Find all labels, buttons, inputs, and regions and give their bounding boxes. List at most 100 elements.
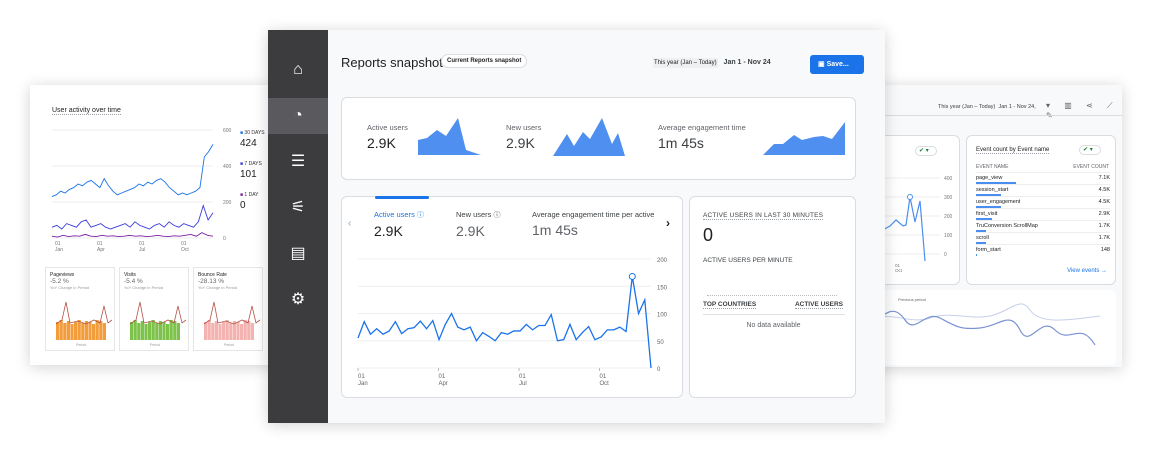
date-label: This year (Jan – Today) xyxy=(653,58,718,68)
user-activity-title: User activity over time xyxy=(52,107,121,115)
legend-label: 30 DAYS xyxy=(244,130,265,136)
kpi-bar xyxy=(222,322,226,340)
x-tick-label: 01 xyxy=(895,263,901,268)
y-tick-label: 100 xyxy=(944,233,953,239)
sidebar-item-admin[interactable]: ⚙ xyxy=(268,282,328,318)
kpi-bar xyxy=(214,321,218,340)
next-metric-button[interactable]: › xyxy=(666,216,670,230)
x-tick-label: Jul xyxy=(519,381,527,387)
sidebar-item-advertising[interactable]: ⚟ xyxy=(268,190,328,226)
date-range: Jan 1 - Nov 24 xyxy=(723,59,771,66)
active-users-chart-card: ‹ › Active users ⓘ 2.9K New users ⓘ 2.9K Ave… xyxy=(341,196,683,398)
admin-icon: ⚙ xyxy=(290,291,306,308)
event-row[interactable]: page_view 7.1K xyxy=(976,172,1110,184)
legend-swatch: ■ xyxy=(240,192,244,198)
event-count: 1.7K xyxy=(1098,223,1110,229)
kpi-axis-label: Period xyxy=(76,343,87,347)
kpi-card[interactable]: Visits -5.4 % YoY Change in Period Perio… xyxy=(119,267,189,351)
event-row[interactable]: session_start 4.5K xyxy=(976,184,1110,196)
compare-toggle[interactable]: ✔ ▾ xyxy=(1079,145,1101,155)
event-row[interactable]: form_start 148 xyxy=(976,244,1110,256)
kpi-bar xyxy=(236,322,240,340)
event-row[interactable]: user_engagement 4.5K xyxy=(976,196,1110,208)
kpi-card[interactable]: Bounce Rate -28.13 % YoY Change in Perio… xyxy=(193,267,263,351)
series-line-0 xyxy=(51,144,214,198)
kpi-card[interactable]: Pageviews -5.2 % YoY Change in Period Pe… xyxy=(45,267,115,351)
event-row[interactable]: first_visit 2.9K xyxy=(976,208,1110,220)
kpi-title: Pageviews xyxy=(50,272,75,278)
event-name: form_start xyxy=(976,247,1001,253)
metric-tab[interactable]: Average engagement time per active 1m 45s xyxy=(532,210,662,238)
kpi-value: -28.13 % xyxy=(198,278,225,285)
legend-swatch: ■ xyxy=(240,130,244,136)
y-tick-label: 200 xyxy=(657,258,668,264)
kpi-bar xyxy=(250,323,254,340)
event-count: 2.9K xyxy=(1098,211,1110,217)
x-tick-label: Apr xyxy=(97,247,105,253)
save-icon: ▣ xyxy=(818,61,825,68)
chart-card: ✔ ▾ 400 300 200 100 0 01 Oct xyxy=(869,135,960,285)
compare-toggle[interactable]: ✔ ▾ xyxy=(915,146,937,156)
summary-value: 2.9K xyxy=(506,135,535,151)
kpi-chart xyxy=(203,301,261,340)
x-tick-label: 01 xyxy=(519,374,526,380)
col-top-countries[interactable]: TOP COUNTRIES xyxy=(703,301,757,309)
summary-metric[interactable]: Active users 2.9K xyxy=(367,123,408,151)
event-count: 4.5K xyxy=(1098,199,1110,205)
summary-metric[interactable]: Average engagement time 1m 45s xyxy=(658,123,746,151)
metric-tab[interactable]: Active users ⓘ 2.9K xyxy=(374,210,424,239)
kpi-title: Visits xyxy=(124,272,136,278)
legend-item[interactable]: ■ 7 DAYS 101 xyxy=(240,161,262,180)
x-tick-label: Oct xyxy=(895,268,903,273)
y-tick-label: 200 xyxy=(944,214,953,220)
y-tick-label: 0 xyxy=(223,236,226,242)
sparklines xyxy=(418,118,845,156)
right-date-range: Jan 1 - Nov 24, xyxy=(998,104,1036,110)
event-count-card: Event count by Event name ✔ ▾ EVENT NAME… xyxy=(966,135,1116,285)
event-count: 1.7K xyxy=(1098,235,1110,241)
event-share-bar xyxy=(976,254,977,256)
kpi-value: -5.2 % xyxy=(50,278,69,285)
kpi-trend-line xyxy=(129,301,187,325)
save-button[interactable]: ▣ Save... xyxy=(810,55,864,74)
kpi-bar xyxy=(144,324,148,340)
y-tick-label: 100 xyxy=(657,313,668,319)
legend-value: 0 xyxy=(240,200,246,211)
kpi-bar xyxy=(151,320,155,340)
view-events-link[interactable]: View events → xyxy=(1067,268,1107,274)
sidebar-item-reports[interactable]: ◔ xyxy=(268,98,328,134)
sidebar-item-configure[interactable]: ▤ xyxy=(268,236,328,272)
y-tick-label: 300 xyxy=(944,195,953,201)
kpi-bar xyxy=(99,321,103,340)
summary-metric[interactable]: New users 2.9K xyxy=(506,123,541,151)
kpi-bar xyxy=(92,324,96,340)
kpi-subtitle: YoY Change in Period xyxy=(124,285,164,290)
summary-value: 1m 45s xyxy=(658,135,704,151)
event-row[interactable]: TruConversion ScrollMap 1.7K xyxy=(976,220,1110,232)
kpi-value: -5.4 % xyxy=(124,278,143,285)
kpi-bar xyxy=(133,320,137,340)
event-count: 4.5K xyxy=(1098,187,1110,193)
user-activity-panel: User activity over time 600 400 200 0 01 Jan 0… xyxy=(30,85,275,365)
legend-item[interactable]: ■ 1 DAY 0 xyxy=(240,192,259,211)
kpi-bar xyxy=(243,320,247,340)
kpi-title: Bounce Rate xyxy=(198,272,227,278)
right-toolbar-icons: ▾ ▥ ⋖ ⟋ ✎ xyxy=(1046,101,1119,120)
legend-item[interactable]: ■ 30 DAYS 424 xyxy=(240,130,265,149)
report-chip[interactable]: Current Reports snapshot xyxy=(441,54,528,68)
sidebar-item-explore[interactable]: ☰ xyxy=(268,144,328,180)
date-range-picker[interactable]: This year (Jan – Today) Jan 1 - Nov 24 xyxy=(653,58,771,68)
legend-value: 424 xyxy=(240,138,257,149)
prev-metric-button[interactable]: ‹ xyxy=(348,218,352,229)
y-tick-label: 400 xyxy=(944,176,953,182)
kpi-bar xyxy=(173,321,177,340)
x-tick-label: Jan xyxy=(55,247,63,253)
event-row[interactable]: scroll 1.7K xyxy=(976,232,1110,244)
metric-tab[interactable]: New users ⓘ 2.9K xyxy=(456,210,501,239)
event-share-bar xyxy=(976,218,993,220)
kpi-bar xyxy=(66,321,70,340)
sidebar-item-home[interactable]: ⌂ xyxy=(268,52,328,88)
y-tick-label: 0 xyxy=(657,367,661,373)
kpi-bar xyxy=(155,323,159,340)
col-active-users[interactable]: ACTIVE USERS xyxy=(794,301,843,309)
